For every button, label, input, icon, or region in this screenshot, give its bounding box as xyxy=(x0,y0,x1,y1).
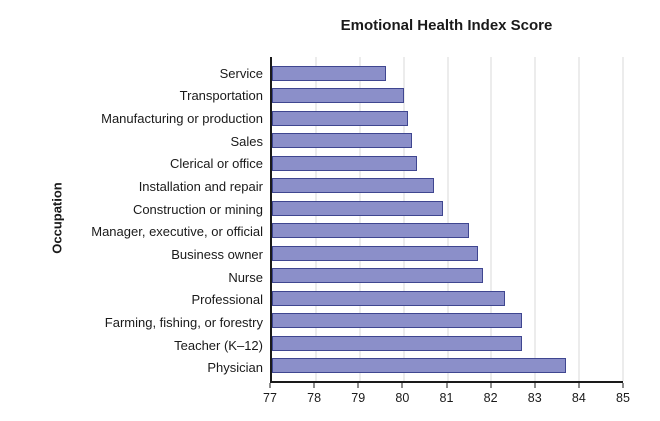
x-tick-label: 85 xyxy=(616,391,630,405)
x-tick-label: 79 xyxy=(351,391,366,405)
x-tick-mark xyxy=(313,383,315,388)
category-label: Nurse xyxy=(228,269,263,285)
category-label: Transportation xyxy=(179,88,263,104)
plot-area xyxy=(270,57,624,383)
x-tick-mark xyxy=(534,383,536,388)
bar-row xyxy=(272,152,623,175)
x-tick-label: 83 xyxy=(527,391,542,405)
category-label: Sales xyxy=(230,133,263,149)
gridlines xyxy=(272,57,624,381)
bar-10 xyxy=(272,290,505,306)
category-label: Professional xyxy=(191,292,263,308)
bar-1 xyxy=(272,88,404,104)
bar-row xyxy=(272,107,623,130)
category-label: Farming, fishing, or forestry xyxy=(104,314,263,330)
x-tick-label: 78 xyxy=(307,391,322,405)
bar-row xyxy=(272,197,623,220)
category-label: Construction or mining xyxy=(132,201,263,217)
x-tick-label: 84 xyxy=(571,391,586,405)
bar-2 xyxy=(272,110,408,126)
bar-row xyxy=(272,265,623,288)
bar-7 xyxy=(272,223,470,239)
x-tick-label: 80 xyxy=(395,391,410,405)
tick-marks xyxy=(269,383,624,388)
bar-row xyxy=(272,355,623,378)
bar-9 xyxy=(272,268,483,284)
bar-row xyxy=(272,332,623,355)
category-label: Manager, executive, or official xyxy=(91,224,263,240)
bar-8 xyxy=(272,245,479,261)
gridline xyxy=(578,57,580,381)
bar-row xyxy=(272,175,623,198)
bars xyxy=(272,57,623,381)
x-tick-mark xyxy=(622,383,624,388)
category-label: Installation and repair xyxy=(138,179,263,195)
category-label: Service xyxy=(219,65,263,81)
category-label: Teacher (K–12) xyxy=(174,337,263,353)
x-tick-mark xyxy=(401,383,403,388)
x-tick-mark xyxy=(578,383,580,388)
x-tick-mark xyxy=(446,383,447,388)
x-tick-labels: 77 78 79 80 81 82 83 84 85 xyxy=(263,391,630,407)
gridline xyxy=(359,57,361,381)
x-tick-mark xyxy=(357,383,359,388)
bar-0 xyxy=(272,65,387,81)
category-label: Business owner xyxy=(171,246,263,262)
bar-row xyxy=(272,130,623,153)
chart-title: Emotional Health Index Score xyxy=(340,17,553,34)
gridline xyxy=(403,57,405,381)
bar-12 xyxy=(272,335,523,351)
gridline xyxy=(447,57,448,381)
bar-row xyxy=(272,85,623,108)
gridline xyxy=(622,57,624,381)
bar-row xyxy=(272,220,623,243)
bar-13 xyxy=(272,358,566,374)
x-tick-mark xyxy=(490,383,492,388)
category-label: Clerical or office xyxy=(170,156,263,172)
category-label: Manufacturing or production xyxy=(101,111,263,127)
bar-3 xyxy=(272,133,413,149)
category-label: Physician xyxy=(207,360,263,376)
bar-row xyxy=(272,310,623,333)
bar-11 xyxy=(272,313,523,329)
x-tick-label: 77 xyxy=(263,391,277,405)
bar-6 xyxy=(272,200,444,216)
bar-4 xyxy=(272,155,417,171)
x-tick-label: 81 xyxy=(439,391,454,405)
gridline xyxy=(534,57,536,381)
bar-row xyxy=(272,62,623,85)
category-labels: Service Transportation Manufacturing or pr… xyxy=(0,57,263,383)
x-tick-label: 82 xyxy=(483,391,498,405)
gridline xyxy=(490,57,492,381)
x-tick-mark xyxy=(269,383,271,388)
bar-row xyxy=(272,287,623,310)
bar-row xyxy=(272,242,623,265)
bar-5 xyxy=(272,178,435,194)
gridline xyxy=(315,57,317,381)
